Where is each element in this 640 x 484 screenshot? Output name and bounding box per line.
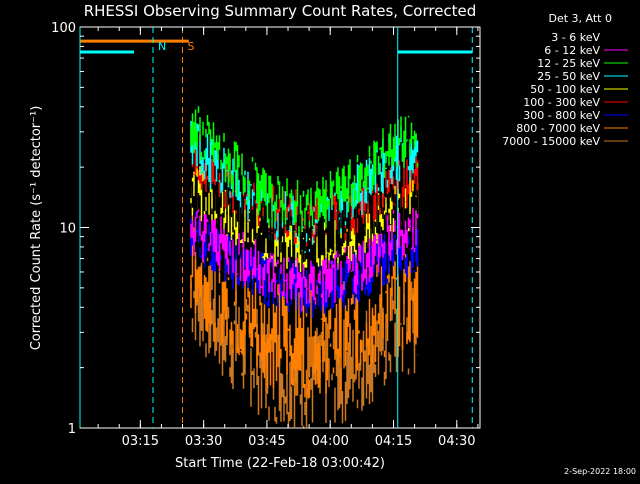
- series-line-800-7000kev: [190, 207, 419, 399]
- x-tick-label: 03:45: [248, 434, 285, 449]
- legend-label: 300 - 800 keV: [523, 109, 600, 122]
- legend-label: 50 - 100 keV: [530, 83, 600, 96]
- marker-label: N: [158, 40, 166, 53]
- x-tick-label: 04:15: [375, 434, 412, 449]
- x-tick-label: 04:30: [438, 434, 475, 449]
- marker-label: S: [188, 40, 195, 53]
- legend-label: 6 - 12 keV: [544, 44, 600, 57]
- x-axis-label: Start Time (22-Feb-18 03:00:42): [175, 456, 385, 471]
- legend-label: 7000 - 15000 keV: [502, 135, 600, 148]
- legend-label: 3 - 6 keV: [551, 31, 600, 44]
- footer-date: 2-Sep-2022 18:00: [564, 467, 636, 476]
- legend-label: 25 - 50 keV: [537, 70, 600, 83]
- legend-label: 100 - 300 keV: [523, 96, 600, 109]
- legend-label: 12 - 25 keV: [537, 57, 600, 70]
- x-tick-label: 03:30: [185, 434, 222, 449]
- y-axis-ticks: 1 10 100: [51, 21, 480, 437]
- y-tick-label: 1: [68, 422, 76, 437]
- series-line-3-6kev: [190, 173, 419, 263]
- series-layer: [190, 106, 419, 428]
- x-tick-label: 03:15: [122, 434, 159, 449]
- x-axis-ticks: 03:15 03:30 03:45 04:00 04:15 04:30: [97, 27, 479, 449]
- y-axis-label: Corrected Count Rate (s⁻¹ detector⁻¹): [29, 106, 44, 351]
- legend-label: 800 - 7000 keV: [516, 122, 600, 135]
- legend-title: Det 3, Att 0: [549, 12, 613, 25]
- y-tick-label: 100: [51, 21, 76, 36]
- series-line-6-12kev: [190, 207, 419, 312]
- chart-title: RHESSI Observing Summary Count Rates, Co…: [84, 2, 477, 20]
- plot-area: N S 03:15 03:30 03:45 04:00 04:15 04:30 1 10 100: [51, 21, 481, 449]
- y-tick-label: 10: [59, 222, 76, 237]
- x-tick-label: 04:00: [311, 434, 348, 449]
